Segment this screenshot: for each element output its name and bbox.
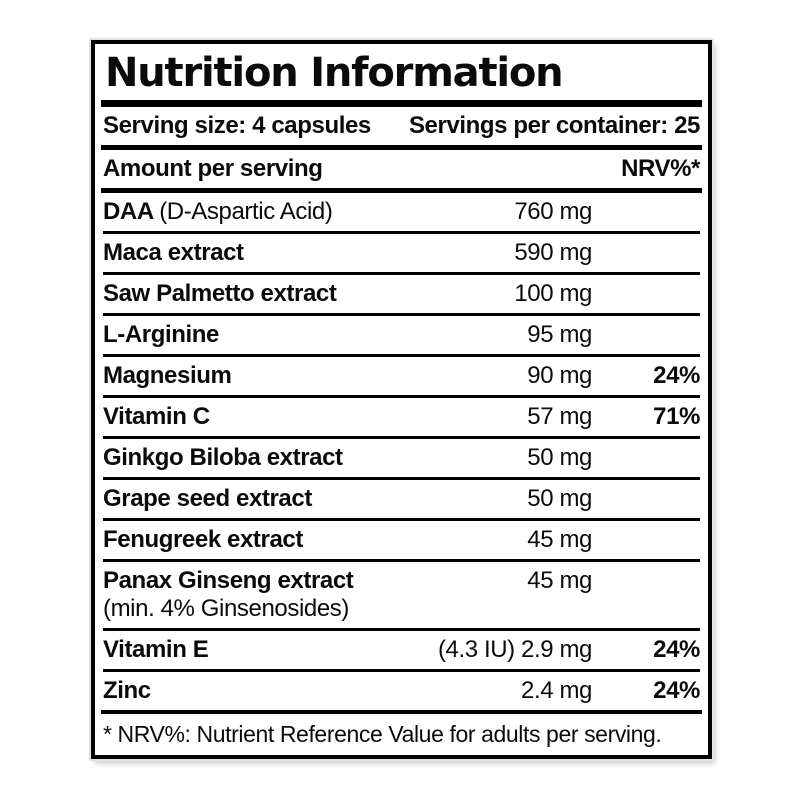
ingredient-amount: 45 mg [527, 567, 592, 594]
table-row: Fenugreek extract 45 mg [103, 518, 700, 559]
ingredient-name-bold: Fenugreek extract [103, 526, 303, 553]
ingredient-name-bold: Grape seed extract [103, 485, 312, 512]
ingredient-name-bold: DAA [103, 198, 153, 225]
ingredient-amount: 50 mg [527, 444, 592, 471]
ingredient-name-bold: Vitamin E [103, 636, 209, 663]
ingredient-name: Vitamin C [103, 403, 412, 431]
ingredient-name: Vitamin E [103, 636, 412, 664]
ingredient-name: L-Arginine [103, 321, 412, 349]
ingredient-name-bold: Maca extract [103, 239, 244, 266]
ingredient-nrv: 71% [653, 403, 700, 430]
ingredient-name: Magnesium [103, 362, 412, 390]
divider-serving [101, 145, 702, 150]
divider-footnote [101, 710, 702, 714]
table-row: DAA (D-Aspartic Acid) 760 mg [103, 193, 700, 231]
ingredient-amount: 2.4 mg [521, 677, 592, 704]
serving-row: Serving size: 4 capsules Servings per co… [103, 107, 700, 145]
table-row: Vitamin C 57 mg 71% [103, 395, 700, 436]
ingredient-name: Grape seed extract [103, 485, 412, 513]
ingredient-amount: 57 mg [527, 403, 592, 430]
ingredient-name-bold: L-Arginine [103, 321, 219, 348]
ingredient-name: Ginkgo Biloba extract [103, 444, 412, 472]
ingredient-name: Saw Palmetto extract [103, 280, 412, 308]
ingredient-amount: (4.3 IU) 2.9 mg [437, 636, 592, 663]
ingredient-name-bold: Saw Palmetto extract [103, 280, 337, 307]
table-row: Maca extract 590 mg [103, 231, 700, 272]
nrv-header: NRV%* [621, 155, 700, 182]
table-row: Ginkgo Biloba extract 50 mg [103, 436, 700, 477]
ingredient-amount: 45 mg [527, 526, 592, 553]
table-row: Vitamin E (4.3 IU) 2.9 mg 24% [103, 628, 700, 669]
table-row: L-Arginine 95 mg [103, 313, 700, 354]
ingredient-name-bold: Ginkgo Biloba extract [103, 444, 343, 471]
nutrition-label: Nutrition Information Serving size: 4 ca… [89, 38, 714, 761]
ingredient-name-bold: Panax Ginseng extract [103, 567, 354, 594]
ingredient-subnote: (min. 4% Ginsenosides) [103, 595, 349, 622]
ingredient-name: Zinc [103, 677, 412, 705]
divider-header [101, 188, 702, 193]
table-row: Magnesium 90 mg 24% [103, 354, 700, 395]
ingredient-amount: 760 mg [514, 198, 592, 225]
servings-per-container-text: Servings per container: 25 [408, 112, 700, 139]
ingredient-amount: 590 mg [514, 239, 592, 266]
table-row: Grape seed extract 50 mg [103, 477, 700, 518]
ingredient-amount: 95 mg [527, 321, 592, 348]
column-header-row: Amount per serving NRV%* [103, 150, 700, 188]
ingredient-amount: 100 mg [514, 280, 592, 307]
ingredient-rows: DAA (D-Aspartic Acid) 760 mg Maca extract 5… [103, 193, 700, 710]
table-row: Saw Palmetto extract 100 mg [103, 272, 700, 313]
ingredient-amount: 50 mg [527, 485, 592, 512]
amount-per-serving-header: Amount per serving [103, 155, 323, 182]
ingredient-name-bold: Vitamin C [103, 403, 210, 430]
table-row: Zinc 2.4 mg 24% [103, 669, 700, 710]
ingredient-name-bold: Zinc [103, 677, 151, 704]
serving-size-text: Serving size: 4 capsules [103, 112, 371, 139]
footnote: * NRV%: Nutrient Reference Value for adu… [103, 721, 662, 747]
table-row: Panax Ginseng extract (min. 4% Ginsenosid… [103, 559, 700, 628]
ingredient-name: DAA (D-Aspartic Acid) [103, 198, 412, 226]
ingredient-nrv: 24% [653, 677, 700, 704]
ingredient-amount: 90 mg [527, 362, 592, 389]
ingredient-name: Panax Ginseng extract (min. 4% Ginsenosid… [103, 567, 412, 623]
label-title: Nutrition Information [105, 50, 564, 96]
ingredient-name-bold: Magnesium [103, 362, 232, 389]
ingredient-nrv: 24% [653, 362, 700, 389]
ingredient-name: Maca extract [103, 239, 412, 267]
ingredient-name-note: (D-Aspartic Acid) [159, 198, 333, 225]
ingredient-name: Fenugreek extract [103, 526, 412, 554]
divider-title [101, 100, 702, 107]
ingredient-nrv: 24% [653, 636, 700, 663]
